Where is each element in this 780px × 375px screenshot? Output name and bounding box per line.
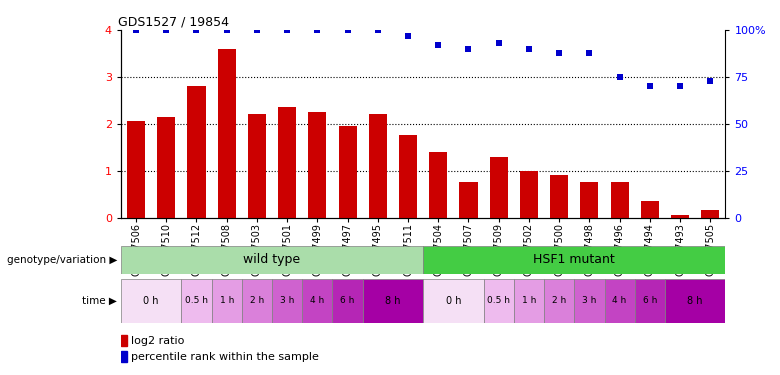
Bar [514,279,544,322]
Text: 0 h: 0 h [144,296,159,306]
Text: wild type: wild type [243,253,300,266]
Point [402,33,414,39]
Point [704,78,717,84]
Bar [484,279,514,322]
Bar [121,279,182,322]
Text: 0 h: 0 h [445,296,461,306]
Point [129,27,142,33]
Bar [424,246,725,274]
Text: 1 h: 1 h [522,296,536,305]
Bar [127,122,145,218]
Bar [641,201,659,217]
Text: time ▶: time ▶ [82,296,117,306]
Bar [303,279,332,322]
Point [281,27,293,33]
Point [432,42,445,48]
Bar [424,279,484,322]
Text: 2 h: 2 h [250,296,264,305]
Bar [242,279,272,322]
Bar [369,114,387,218]
Bar [550,176,569,217]
Text: 0.5 h: 0.5 h [185,296,208,305]
Bar [429,152,448,217]
Point [221,27,233,33]
Bar [604,279,635,322]
Text: 0.5 h: 0.5 h [488,296,510,305]
Point [492,40,505,46]
Text: log2 ratio: log2 ratio [131,336,184,345]
Point [583,50,596,55]
Text: 1 h: 1 h [219,296,234,305]
Bar [332,279,363,322]
Text: 8 h: 8 h [687,296,703,306]
Point [613,74,626,80]
Text: HSF1 mutant: HSF1 mutant [534,253,615,266]
Bar [459,182,477,218]
Point [523,46,535,52]
Text: 6 h: 6 h [340,296,355,305]
Point [553,50,566,55]
Bar [399,135,417,218]
Bar [490,157,508,218]
Bar [272,279,303,322]
Bar [248,114,266,218]
Point [311,27,324,33]
Bar [611,182,629,218]
Point [463,46,475,52]
Bar [218,49,236,217]
Bar [544,279,574,322]
Point [644,83,656,89]
Point [371,27,384,33]
Bar [339,126,356,218]
Text: 3 h: 3 h [582,296,597,305]
Point [250,27,263,33]
Bar [363,279,424,322]
Bar [211,279,242,322]
Bar [635,279,665,322]
Bar [574,279,605,322]
Text: 8 h: 8 h [385,296,401,306]
Text: 6 h: 6 h [643,296,657,305]
Bar [158,117,176,218]
Text: 4 h: 4 h [612,296,627,305]
Text: GDS1527 / 19854: GDS1527 / 19854 [118,16,229,29]
Text: percentile rank within the sample: percentile rank within the sample [131,352,318,362]
Text: genotype/variation ▶: genotype/variation ▶ [6,255,117,265]
Bar [520,171,538,217]
Bar [665,279,725,322]
Text: 3 h: 3 h [280,296,294,305]
Bar [182,279,211,322]
Point [674,83,686,89]
Text: 4 h: 4 h [310,296,324,305]
Bar [308,112,327,218]
Bar [701,210,719,218]
Text: 2 h: 2 h [552,296,566,305]
Point [160,27,172,33]
Bar [580,182,598,218]
Bar [121,246,424,274]
Bar [121,351,126,362]
Bar [187,86,206,218]
Bar [121,335,126,346]
Bar [278,107,296,218]
Point [342,27,354,33]
Bar [671,215,690,217]
Point [190,27,203,33]
